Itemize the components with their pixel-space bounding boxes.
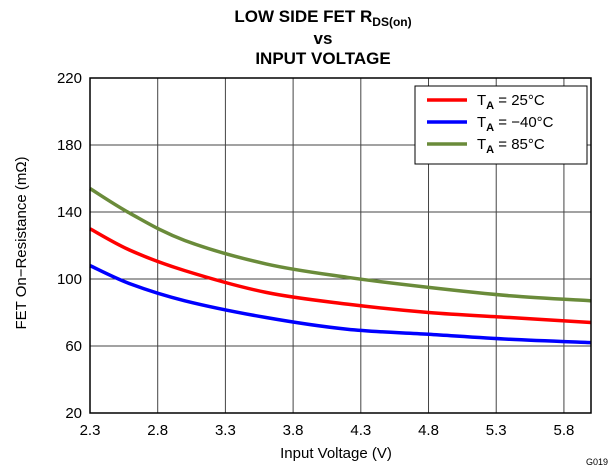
chart-title-line1-subscript: DS(on)	[372, 15, 411, 29]
series-layer	[89, 187, 592, 345]
series-line-1	[89, 264, 592, 345]
y-tick-label: 180	[57, 137, 82, 154]
x-tick-label: 5.8	[553, 422, 574, 439]
x-axis-label: Input Voltage (V)	[280, 445, 392, 462]
series-line-2	[89, 187, 592, 303]
legend-label-subscript: A	[486, 122, 494, 134]
x-tick-label: 2.3	[80, 422, 101, 439]
legend-label: TA = 85°C	[477, 136, 545, 156]
x-tick-label: 2.8	[147, 422, 168, 439]
tick-labels: 2.3 2.8 3.3 3.8 4.3 4.8 5.3 5.8 20 60 100 140 180 220	[57, 70, 574, 439]
x-tick-label: 4.3	[350, 422, 371, 439]
y-tick-label: 100	[57, 271, 82, 288]
y-tick-label: 140	[57, 204, 82, 221]
legend-label-subscript: A	[486, 100, 494, 112]
legend-label-value: = 25°C	[494, 92, 545, 109]
x-tick-label: 3.3	[215, 422, 236, 439]
chart-title-line1: LOW SIDE FET RDS(on)	[234, 7, 411, 29]
y-tick-label: 220	[57, 70, 82, 87]
legend-label-subscript: A	[486, 144, 494, 156]
plot-frame	[89, 77, 592, 414]
legend-label-value: = 85°C	[494, 136, 545, 153]
legend: TA = 25°CTA = −40°CTA = 85°C	[414, 85, 588, 165]
chart-title-line3: INPUT VOLTAGE	[255, 49, 390, 68]
series-line-0	[89, 227, 592, 325]
chart-title-line2: vs	[314, 29, 333, 48]
figure-code: G019	[586, 457, 608, 467]
chart-title-line1-main: LOW SIDE FET R	[234, 7, 372, 26]
legend-label-main: T	[477, 136, 486, 153]
y-axis-label: FET On−Resistance (mΩ)	[13, 156, 30, 329]
legend-label-value: = −40°C	[494, 114, 554, 131]
y-tick-label: 20	[65, 405, 82, 422]
legend-label: TA = 25°C	[477, 92, 545, 112]
legend-label: TA = −40°C	[477, 114, 554, 134]
x-tick-label: 4.8	[418, 422, 439, 439]
legend-label-main: T	[477, 92, 486, 109]
legend-label-main: T	[477, 114, 486, 131]
chart-title: LOW SIDE FET RDS(on) vs INPUT VOLTAGE	[234, 7, 411, 68]
x-tick-label: 5.3	[486, 422, 507, 439]
x-tick-label: 3.8	[283, 422, 304, 439]
y-tick-label: 60	[65, 338, 82, 355]
